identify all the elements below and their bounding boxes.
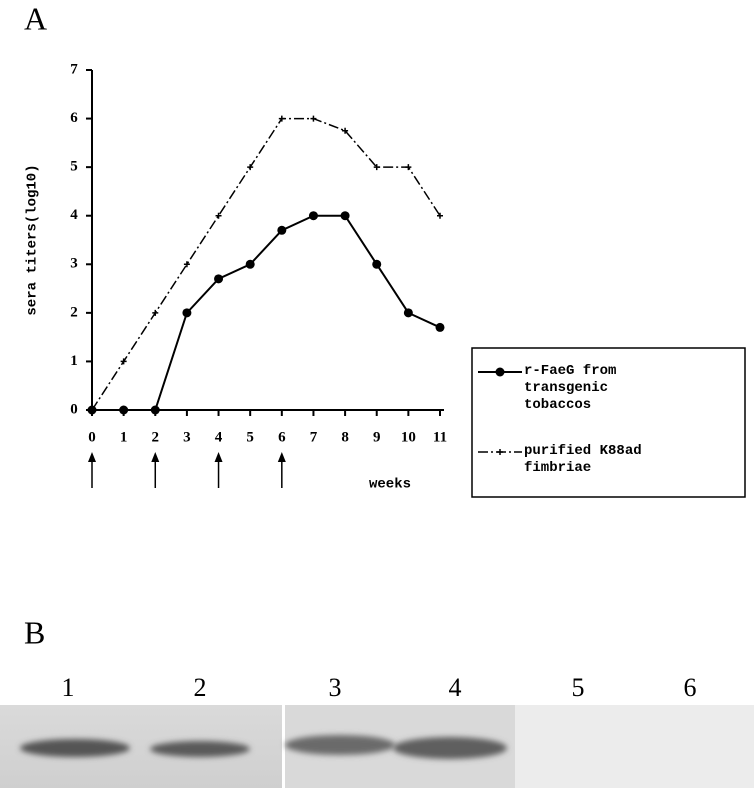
point	[245, 259, 255, 269]
x-tick-label: 3	[183, 429, 191, 445]
legend-label: r-FaeG from transgenic tobaccos	[524, 363, 617, 413]
lane-label: 2	[194, 673, 207, 702]
legend-entry: r-FaeG from transgenic tobaccos	[524, 363, 617, 413]
point	[247, 164, 254, 171]
panel-label: B	[24, 614, 45, 650]
x-tick-label: 0	[88, 429, 96, 445]
legend-marker	[495, 367, 505, 377]
arrow-head	[151, 452, 160, 462]
y-tick-label: 3	[70, 256, 78, 272]
point	[308, 211, 318, 221]
point	[405, 164, 412, 171]
x-tick-label: 1	[120, 429, 128, 445]
point	[435, 322, 445, 332]
point	[150, 405, 160, 415]
x-tick-label: 7	[310, 429, 318, 445]
point	[89, 407, 95, 413]
arrow-head	[88, 452, 96, 462]
x-tick-label: 5	[246, 429, 254, 445]
y-tick-label: 1	[70, 353, 78, 369]
point	[310, 115, 317, 122]
legend-label: purified K88ad fimbriae	[524, 443, 642, 476]
y-tick-label: 6	[70, 110, 78, 126]
x-axis-label: weeks	[369, 477, 411, 493]
series-line	[91, 117, 441, 411]
point	[403, 308, 413, 318]
x-tick-label: 2	[152, 429, 160, 445]
x-tick-label: 9	[373, 429, 381, 445]
point	[120, 358, 127, 365]
point	[277, 225, 287, 235]
point	[372, 259, 382, 269]
point	[437, 212, 443, 219]
blot	[0, 705, 754, 788]
lane-label: 5	[572, 673, 585, 702]
lane-label: 3	[329, 673, 342, 702]
point	[182, 308, 192, 318]
x-tick-label: 10	[401, 429, 416, 445]
panel-label: A	[24, 0, 47, 36]
legend-entry: purified K88ad fimbriae	[524, 443, 642, 476]
lane-label: 1	[62, 673, 75, 702]
point	[119, 405, 129, 415]
point	[278, 115, 285, 122]
y-tick-label: 0	[70, 401, 78, 417]
arrow-head	[214, 452, 223, 462]
point	[373, 164, 380, 171]
point	[340, 211, 350, 221]
point	[342, 127, 349, 134]
point	[183, 261, 190, 268]
x-tick-label: 6	[278, 429, 286, 445]
legend-marker	[497, 449, 503, 455]
y-tick-label: 7	[70, 61, 78, 77]
y-tick-label: 4	[70, 207, 78, 223]
series-line	[92, 214, 441, 411]
x-tick-label: 8	[341, 429, 349, 445]
y-axis-label: sera titers(log10)	[25, 164, 41, 315]
lane-label: 6	[684, 673, 697, 702]
x-tick-label: 11	[433, 429, 447, 445]
lane-label: 4	[449, 673, 462, 702]
x-tick-label: 4	[215, 429, 223, 445]
point	[152, 309, 159, 316]
y-tick-label: 5	[70, 159, 78, 175]
y-tick-label: 2	[70, 304, 78, 320]
arrow-head	[277, 452, 286, 462]
point	[214, 274, 224, 284]
point	[215, 212, 222, 219]
